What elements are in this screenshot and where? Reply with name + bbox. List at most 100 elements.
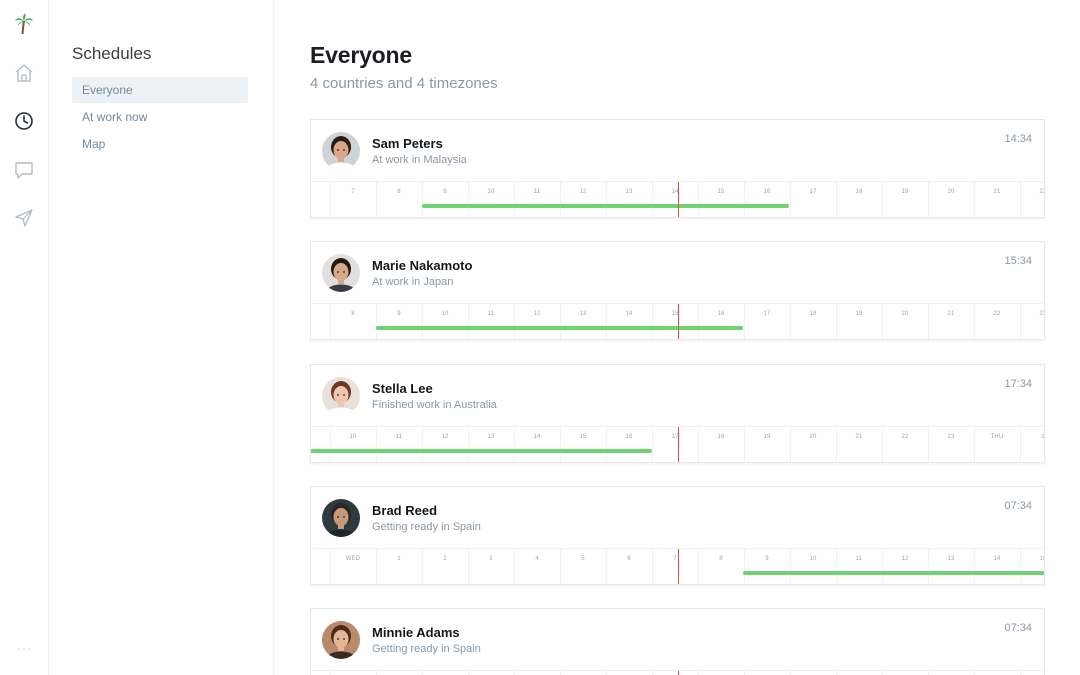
person-card[interactable]: Marie Nakamoto At work in Japan 15:34 8 9… xyxy=(310,241,1045,340)
hour-cell xyxy=(606,427,652,462)
clock-icon[interactable] xyxy=(12,109,36,133)
hour-cell xyxy=(1020,304,1044,339)
page-subtitle: 4 countries and 4 timezones xyxy=(310,75,498,92)
hour-tick-label: 18 xyxy=(809,311,817,317)
hour-cell xyxy=(836,304,882,339)
hour-tick-label: 11 xyxy=(487,311,495,317)
hour-tick-label: 15 xyxy=(1039,556,1044,562)
hour-cell xyxy=(514,182,560,217)
hour-cell xyxy=(560,549,606,584)
person-card[interactable]: Minnie Adams Getting ready in Spain 07:3… xyxy=(310,608,1045,675)
hour-cell xyxy=(330,182,376,217)
hour-tick-label: 1 xyxy=(397,556,401,562)
hour-cell xyxy=(422,427,468,462)
person-photo-icon xyxy=(322,377,360,415)
avatar[interactable] xyxy=(322,621,360,659)
avatar[interactable] xyxy=(322,132,360,170)
icon-rail: ··· xyxy=(0,0,49,675)
avatar[interactable] xyxy=(322,377,360,415)
hour-tick-label: 13 xyxy=(487,434,495,440)
hour-cell xyxy=(744,427,790,462)
hour-tick-label: 18 xyxy=(717,434,725,440)
nav-item-map[interactable]: Map xyxy=(72,131,248,157)
more-menu-button[interactable]: ··· xyxy=(16,641,33,656)
hour-tick-label: 14 xyxy=(533,434,541,440)
person-photo-icon xyxy=(322,132,360,170)
hour-tick-label: 16 xyxy=(625,434,633,440)
avatar[interactable] xyxy=(322,499,360,537)
hour-cell xyxy=(1020,549,1044,584)
hour-tick-label: 10 xyxy=(809,556,817,562)
hour-tick-label: 20 xyxy=(809,434,817,440)
local-time: 07:34 xyxy=(1004,622,1032,634)
person-name[interactable]: Marie Nakamoto xyxy=(372,258,473,273)
hour-cell xyxy=(974,427,1020,462)
hour-tick-label: 21 xyxy=(855,434,863,440)
palm-tree-icon[interactable] xyxy=(12,12,36,36)
hour-cell xyxy=(376,427,422,462)
hour-cell xyxy=(698,427,744,462)
current-time-line xyxy=(678,304,679,339)
hour-tick-label: 15 xyxy=(717,189,725,195)
person-name[interactable]: Minnie Adams xyxy=(372,625,460,640)
hour-tick-label: 12 xyxy=(533,311,541,317)
nav-item-label: Map xyxy=(82,137,106,151)
hour-tick-label: 4 xyxy=(535,556,539,562)
hour-tick-label: 20 xyxy=(901,311,909,317)
hour-cell xyxy=(422,549,468,584)
person-status: At work in Malaysia xyxy=(372,154,467,166)
hour-tick-label: 12 xyxy=(579,189,587,195)
hour-tick-label: 8 xyxy=(351,311,355,317)
nav-item-label: Everyone xyxy=(82,83,133,97)
hour-cell xyxy=(468,182,514,217)
hour-cell xyxy=(698,671,744,675)
hour-cell xyxy=(790,304,836,339)
hour-tick-label: 11 xyxy=(395,434,403,440)
current-time-line xyxy=(678,182,679,217)
avatar[interactable] xyxy=(322,254,360,292)
hour-tick-label: 18 xyxy=(855,189,863,195)
person-name[interactable]: Stella Lee xyxy=(372,381,433,396)
local-time: 15:34 xyxy=(1004,255,1032,267)
person-name[interactable]: Sam Peters xyxy=(372,136,443,151)
hour-tick-label: 7 xyxy=(673,556,677,562)
hour-cell xyxy=(974,549,1020,584)
hour-tick-label: 10 xyxy=(487,189,495,195)
hour-cell xyxy=(330,671,376,675)
hour-tick-label: 9 xyxy=(397,311,401,317)
hour-tick-label: 19 xyxy=(901,189,909,195)
hour-cell xyxy=(560,182,606,217)
hour-cell xyxy=(468,427,514,462)
hour-cell xyxy=(606,549,652,584)
hour-tick-label: 14 xyxy=(625,311,633,317)
person-card[interactable]: Brad Reed Getting ready in Spain 07:34 W… xyxy=(310,486,1045,585)
home-icon[interactable] xyxy=(12,61,36,85)
hour-cell xyxy=(606,671,652,675)
hour-tick-label: 20 xyxy=(947,189,955,195)
person-photo-icon xyxy=(322,499,360,537)
hour-tick-label: WED xyxy=(345,556,361,562)
nav-item-at-work-now[interactable]: At work now xyxy=(72,104,248,130)
hour-cell xyxy=(376,182,422,217)
hour-cell xyxy=(928,182,974,217)
person-card[interactable]: Sam Peters At work in Malaysia 14:34 7 8 9… xyxy=(310,119,1045,218)
nav-item-everyone[interactable]: Everyone xyxy=(72,77,248,103)
hour-tick-label: 13 xyxy=(625,189,633,195)
hour-tick-label: 14 xyxy=(671,189,679,195)
work-hours-bar xyxy=(311,449,652,453)
hour-cell xyxy=(744,671,790,675)
person-card[interactable]: Stella Lee Finished work in Australia 17… xyxy=(310,364,1045,463)
hour-cell xyxy=(882,304,928,339)
hour-cell xyxy=(744,549,790,584)
person-name[interactable]: Brad Reed xyxy=(372,503,438,518)
hour-tick-label: 5 xyxy=(581,556,585,562)
chat-icon[interactable] xyxy=(12,158,36,182)
send-icon[interactable] xyxy=(12,206,36,230)
hour-tick-label: 7 xyxy=(351,189,355,195)
hour-tick-label: 22 xyxy=(993,311,1001,317)
hour-cell xyxy=(882,427,928,462)
hour-tick-label: 11 xyxy=(855,556,863,562)
hour-cell xyxy=(606,304,652,339)
hour-tick-label: 19 xyxy=(855,311,863,317)
local-time: 17:34 xyxy=(1004,378,1032,390)
